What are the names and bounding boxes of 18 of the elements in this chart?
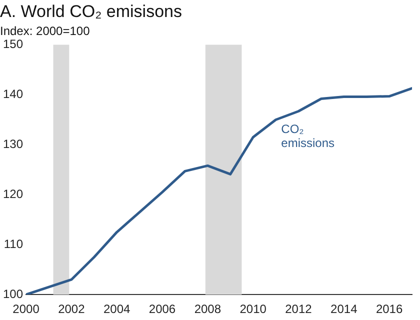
x-tick-label: 2014 (330, 302, 358, 316)
x-tick-label: 2000 (12, 302, 40, 316)
y-tick-label: 100 (2, 286, 24, 301)
x-tick-label: 2016 (376, 302, 403, 316)
y-tick-label: 110 (4, 236, 24, 251)
x-tick-label: 2012 (285, 302, 312, 316)
chart-subtitle: Index: 2000=100 (0, 24, 90, 38)
y-tick-label: 130 (2, 137, 24, 152)
series-label: CO₂ emissions (281, 122, 335, 150)
chart-title: A. World CO₂ emisisons (0, 2, 182, 21)
y-tick-label: 120 (2, 186, 24, 201)
x-tick-label: 2008 (194, 302, 222, 316)
x-tick-label: 2004 (103, 302, 131, 316)
x-tick-label: 2010 (240, 302, 267, 316)
y-tick-label: 140 (2, 87, 24, 102)
x-tick-label: 2002 (58, 302, 86, 316)
x-tick-label: 2006 (148, 302, 176, 316)
y-tick-label: 150 (2, 37, 24, 52)
